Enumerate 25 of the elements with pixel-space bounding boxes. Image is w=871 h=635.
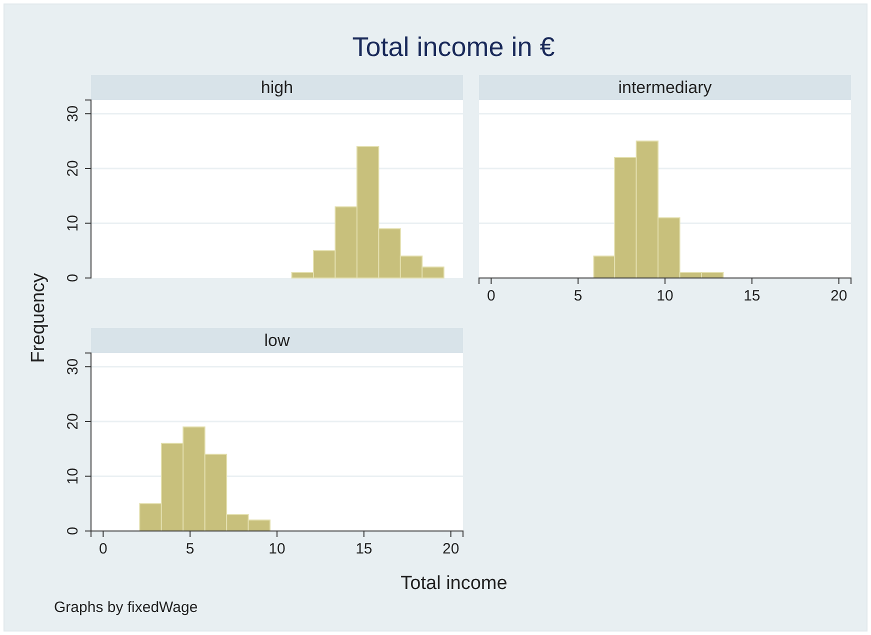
x-tick-label: 15 [744,288,760,304]
y-tick-label: 0 [64,526,82,536]
chart-subtitle: intermediary [618,78,712,97]
y-tick-label: 30 [64,358,82,376]
y-tick-label: 20 [64,160,82,177]
y-tick-label: 0 [64,274,82,282]
y-tick-label: 10 [64,468,82,485]
x-tick-label: 5 [574,288,582,304]
chart-subtitle: high [260,78,294,97]
x-tick-label: 10 [656,288,674,304]
x-tick-label: 15 [356,540,372,558]
chart-subtitle: low [264,331,290,350]
y-tick-label: 20 [64,413,82,430]
x-tick-label: 20 [442,540,460,558]
y-tick-label: 10 [64,214,82,232]
y-axis-title: Frequency [28,272,49,363]
chart-title: Total income in € [352,32,555,62]
x-tick-label: 0 [98,540,108,558]
y-tick-label: 30 [64,105,82,122]
x-axis-title: Total income [400,573,508,594]
x-tick-label: 20 [830,288,848,304]
text: Graphs by fixedWage [54,599,198,616]
x-tick-label: 10 [268,540,286,558]
x-tick-label: 0 [486,288,496,304]
x-tick-label: 5 [186,540,194,558]
